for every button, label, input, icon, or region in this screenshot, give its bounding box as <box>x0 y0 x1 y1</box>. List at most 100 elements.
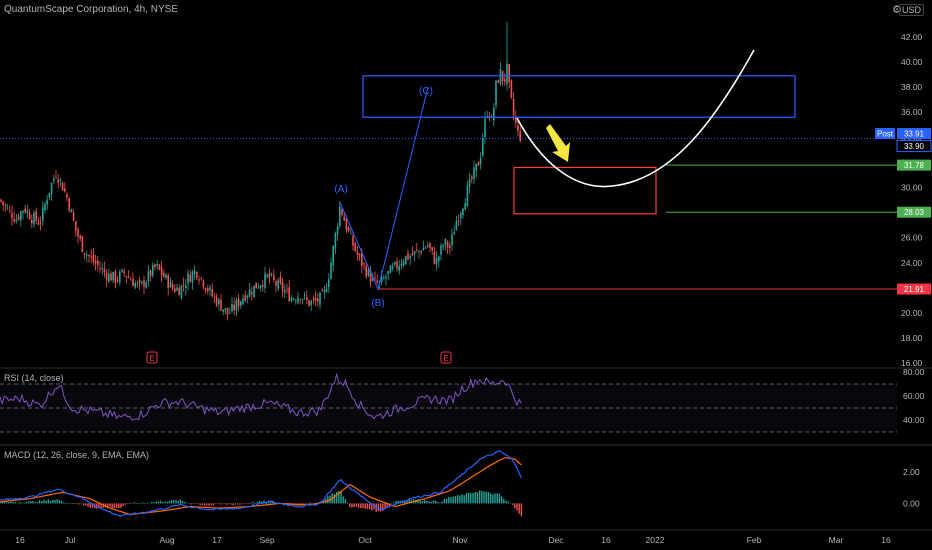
macd-histogram-bar <box>225 503 228 505</box>
price-tick-label: 36.00 <box>901 107 923 117</box>
candle-body <box>204 288 207 291</box>
candle-body <box>165 274 167 278</box>
up-candle <box>22 210 24 220</box>
candle-body <box>264 273 266 288</box>
macd-histogram-bar <box>463 495 465 504</box>
macd-histogram-bar <box>335 491 338 504</box>
macd-histogram-bar <box>320 502 322 504</box>
macd-histogram-bar <box>417 499 419 504</box>
macd-histogram-bar <box>434 500 437 504</box>
macd-histogram-bar <box>258 500 261 504</box>
up-candle <box>297 291 299 305</box>
candle-body <box>66 194 68 198</box>
candle-body <box>209 287 211 291</box>
candle-body <box>336 226 339 235</box>
up-candle <box>259 284 262 292</box>
up-candle <box>325 283 328 293</box>
down-candle <box>488 111 491 122</box>
candle-body <box>515 116 517 123</box>
down-candle <box>471 174 473 184</box>
candle-body <box>295 300 297 302</box>
candle-body <box>57 179 59 184</box>
up-candle <box>323 285 326 300</box>
macd-histogram-bar <box>195 503 197 504</box>
down-candle <box>160 261 163 283</box>
candle-body <box>275 281 277 286</box>
macd-histogram-bar <box>252 501 254 504</box>
down-candle <box>286 283 288 294</box>
up-candle <box>136 280 139 288</box>
candle-body <box>422 247 425 251</box>
macd-histogram-bar <box>206 503 208 506</box>
candle-body <box>484 118 486 138</box>
candle-body <box>262 285 264 287</box>
macd-histogram-bar <box>467 492 470 504</box>
down-candle <box>512 92 515 121</box>
candle-body <box>411 253 414 256</box>
candle-body <box>138 279 141 283</box>
down-candle <box>77 226 79 244</box>
down-candle <box>37 217 40 226</box>
macd-histogram-bar <box>166 501 168 504</box>
down-candle <box>196 271 198 281</box>
up-candle <box>145 279 147 289</box>
candle-body <box>108 273 110 282</box>
candle-body <box>284 290 286 293</box>
macd-histogram-bar <box>131 503 133 504</box>
candle-body <box>207 288 209 292</box>
macd-histogram-bar <box>89 503 91 508</box>
candle-body <box>6 207 9 209</box>
candle-body <box>334 233 337 250</box>
macd-histogram-bar <box>439 502 441 504</box>
up-candle <box>319 291 321 310</box>
candle-body <box>116 280 119 282</box>
candle-body <box>508 63 510 82</box>
down-candle <box>182 277 185 292</box>
candle-body <box>405 255 407 264</box>
down-candle <box>275 279 277 293</box>
candle-body <box>374 277 376 279</box>
settings-icon[interactable]: ⚙ <box>892 4 902 16</box>
up-candle <box>246 294 249 304</box>
macd-histogram-bar <box>118 503 120 509</box>
down-candle <box>352 231 354 251</box>
macd-histogram-bar <box>421 500 424 504</box>
down-candle <box>431 246 433 255</box>
up-candle <box>330 258 332 280</box>
macd-histogram-bar <box>357 503 360 508</box>
price-tick-label: 30.00 <box>901 183 923 193</box>
down-candle <box>365 261 367 280</box>
candle-body <box>114 271 117 283</box>
macd-histogram-bar <box>122 503 124 507</box>
currency-badge[interactable]: USD <box>898 4 924 16</box>
rsi-tick-label: 60.00 <box>903 391 925 401</box>
candle-body <box>299 299 301 301</box>
red-target-zone <box>513 166 657 215</box>
macd-histogram-bar <box>342 496 344 504</box>
up-candle <box>44 201 46 213</box>
macd-histogram-bar <box>34 502 36 504</box>
candle-body <box>363 263 365 265</box>
macd-histogram-bar <box>126 503 129 504</box>
down-candle <box>220 293 222 311</box>
macd-histogram-bar <box>173 500 175 504</box>
candle-body <box>279 277 282 284</box>
candle-body <box>145 281 147 288</box>
up-candle <box>101 262 103 276</box>
macd-histogram-bar <box>23 502 25 504</box>
macd-histogram-bar <box>230 503 232 505</box>
up-candle <box>303 291 306 300</box>
macd-histogram-bar <box>384 503 386 510</box>
up-candle <box>180 285 183 301</box>
macd-histogram-bar <box>201 503 204 505</box>
macd-histogram-bar <box>456 495 459 504</box>
wave-label: (B) <box>371 298 384 309</box>
price-tick-label: 26.00 <box>901 233 923 243</box>
candle-body <box>466 185 469 206</box>
candle-body <box>134 282 136 288</box>
candle-body <box>46 200 48 205</box>
candle-body <box>121 269 123 272</box>
macd-histogram-bar <box>509 502 512 504</box>
candle-body <box>215 296 218 306</box>
